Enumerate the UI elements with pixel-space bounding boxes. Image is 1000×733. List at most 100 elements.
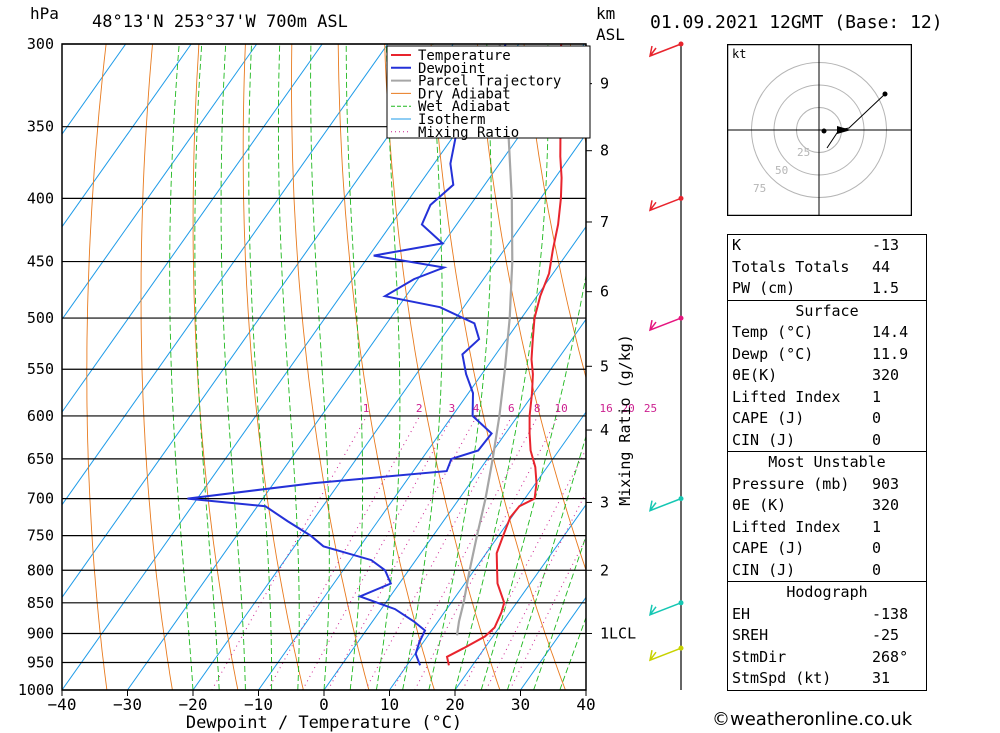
mixing-ratio-label: 16 xyxy=(599,402,612,415)
dry-adiabat-line xyxy=(140,44,173,690)
dry-adiabat-line xyxy=(942,44,1000,690)
isotherm-line xyxy=(62,44,323,413)
wet-adiabat-line xyxy=(428,44,492,690)
stat-key: CIN (J) xyxy=(732,560,796,579)
plot-frame xyxy=(61,43,587,691)
mixing-ratio-label: 3 xyxy=(449,402,456,415)
stat-value: 268° xyxy=(872,647,909,666)
isotherm-line xyxy=(62,44,389,506)
height-tick-label: 8 xyxy=(600,142,609,160)
stat-key: K xyxy=(732,236,742,254)
pressure-tick-label: 450 xyxy=(27,253,54,271)
wet-adiabat-line xyxy=(345,44,364,690)
legend-box xyxy=(386,45,591,139)
legend-entry: Temperature xyxy=(418,48,511,64)
mixing-ratio-label: 25 xyxy=(644,402,657,415)
x-tick-label: 10 xyxy=(380,695,399,714)
dry-adiabat-line xyxy=(192,44,239,690)
wet-adiabat-line xyxy=(310,44,330,690)
stat-value: 14.4 xyxy=(872,323,909,341)
stats-table: K -13 Totals Totals 44 PW (cm) 1.5 Surface Te… xyxy=(727,234,927,691)
hodograph-point xyxy=(821,128,827,134)
dry-adiabat-line xyxy=(988,44,1000,690)
wind-barb xyxy=(648,197,682,212)
wind-barb xyxy=(648,602,682,616)
mixing-ratio-label: 10 xyxy=(555,402,568,415)
legend-entry: Isotherm xyxy=(418,112,485,128)
x-tick-label: −10 xyxy=(244,695,273,714)
dry-adiabat-line xyxy=(291,44,370,690)
hodograph-ring-label: 75 xyxy=(753,182,766,195)
legend-entry: Dewpoint xyxy=(418,61,485,77)
isotherm-line xyxy=(62,44,258,321)
stat-row: Pressure (mb) 903 xyxy=(728,474,926,496)
pressure-tick-label: 950 xyxy=(27,653,54,671)
stat-row: Lifted Index 1 xyxy=(728,387,926,409)
stat-value: -138 xyxy=(872,604,909,623)
pressure-tick-label: 650 xyxy=(27,450,54,468)
stat-key: StmSpd (kt) xyxy=(732,669,832,687)
stat-value: 31 xyxy=(872,669,891,687)
isotherm-line xyxy=(62,44,520,690)
x-tick-label: −20 xyxy=(179,695,208,714)
height-tick-label: 4 xyxy=(600,421,609,439)
pressure-tick-label: 800 xyxy=(27,561,54,579)
stat-row: Totals Totals 44 xyxy=(728,257,926,279)
wind-barb xyxy=(648,647,682,662)
isotherm-line xyxy=(127,44,585,690)
stat-value: 320 xyxy=(872,366,900,384)
stat-value: 1 xyxy=(872,387,882,406)
stat-key: θE (K) xyxy=(732,496,787,514)
mixing-ratio-label: 2 xyxy=(416,402,423,415)
mixing-ratio-label: 1 xyxy=(363,402,370,415)
wind-barb xyxy=(648,317,682,332)
x-tick-label: −30 xyxy=(113,695,142,714)
stat-value: 11.9 xyxy=(872,344,909,363)
stat-row: EH -138 xyxy=(728,604,926,626)
isotherm-line xyxy=(62,44,192,228)
isotherm-line xyxy=(323,318,586,690)
stat-row: PW (cm) 1.5 xyxy=(728,278,926,300)
hodograph-table-section: Hodograph EH -138 SREH -25 StmDir 268° StmSpd … xyxy=(727,582,927,691)
hodograph: kt 25 50 75 xyxy=(727,44,912,216)
dry-adiabat-line xyxy=(523,44,586,380)
dry-adiabat-line xyxy=(384,44,501,690)
pressure-tick-label: 700 xyxy=(27,490,54,508)
pressure-tick-label: 850 xyxy=(27,594,54,612)
pressure-tick-label: 550 xyxy=(27,360,54,378)
mixing-ratio-label: 6 xyxy=(508,402,515,415)
stat-key: Lifted Index xyxy=(732,387,841,406)
hodograph-unit: kt xyxy=(732,47,746,61)
mixing-ratio-axis-label: Mixing Ratio (g/kg) xyxy=(616,334,634,506)
copyright-label[interactable]: ©weatheronline.co.uk xyxy=(712,709,913,730)
stat-key: Dewp (°C) xyxy=(732,344,814,363)
stat-value: 903 xyxy=(872,474,900,493)
height-tick-label: 6 xyxy=(600,283,609,301)
pressure-tick-label: 600 xyxy=(27,407,54,425)
wet-adiabat-line xyxy=(533,534,586,690)
stat-value: 0 xyxy=(872,409,882,427)
height-tick-label: 7 xyxy=(600,213,609,231)
indices-section: K -13 Totals Totals 44 PW (cm) 1.5 xyxy=(727,234,927,301)
wet-adiabat-line xyxy=(169,44,194,690)
wet-adiabat-line xyxy=(375,44,401,690)
hodograph-heading: Hodograph xyxy=(786,583,868,601)
stat-value: 320 xyxy=(872,496,900,514)
x-axis-label: Dewpoint / Temperature (°C) xyxy=(186,713,462,733)
stat-key: θE(K) xyxy=(732,366,778,384)
wet-adiabat-line xyxy=(194,44,220,690)
stat-key: SREH xyxy=(732,626,769,644)
mixing-ratio-label: 20 xyxy=(621,402,634,415)
stat-key: Pressure (mb) xyxy=(732,474,850,493)
pressure-tick-label: 300 xyxy=(27,35,54,53)
stat-row: CIN (J) 0 xyxy=(728,430,926,452)
surface-heading: Surface xyxy=(795,301,859,320)
stat-value: -25 xyxy=(872,626,900,644)
stat-value: -13 xyxy=(872,236,900,254)
stat-value: 1.5 xyxy=(872,279,900,297)
pressure-tick-label: 750 xyxy=(27,527,54,545)
stat-key: PW (cm) xyxy=(732,279,796,297)
height-unit-asl: ASL xyxy=(596,25,625,44)
dry-adiabat-line xyxy=(86,44,108,690)
stat-row: Dewp (°C) 11.9 xyxy=(728,344,926,366)
